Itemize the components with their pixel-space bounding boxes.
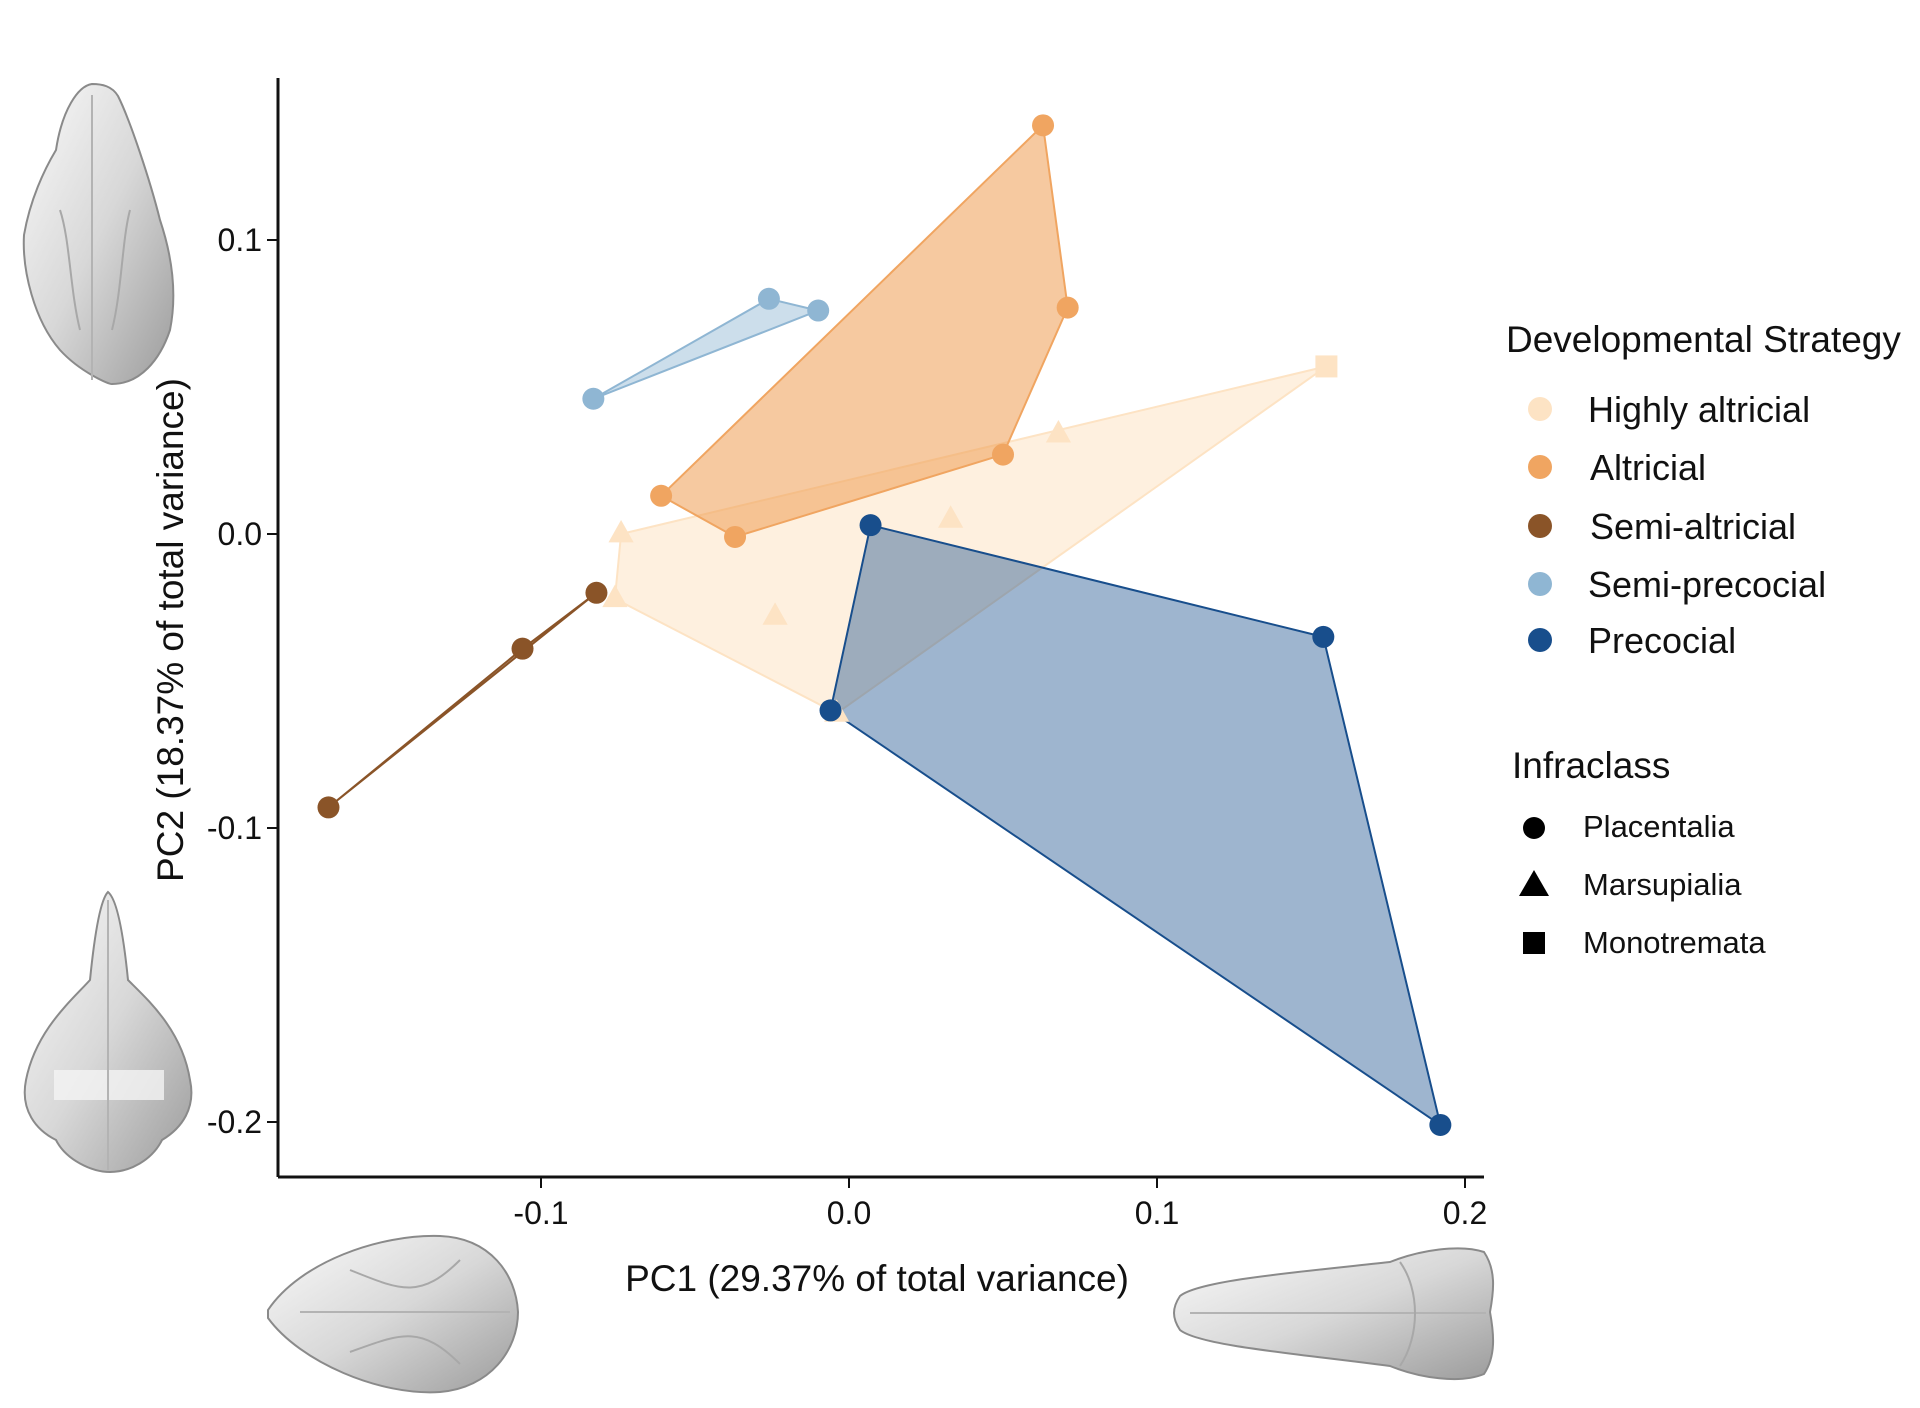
skull-image-bottom-right bbox=[1173, 1247, 1495, 1380]
point-precocial-4 bbox=[819, 699, 842, 722]
legend-symbol-square bbox=[1523, 932, 1545, 954]
hull-precocial bbox=[829, 524, 1442, 1126]
point-semi-precocial-3 bbox=[582, 387, 605, 410]
point-semi-altricial-3 bbox=[317, 796, 340, 819]
legend-label-precocial: Precocial bbox=[1588, 620, 1736, 661]
x-tick-label: 0.0 bbox=[827, 1195, 871, 1231]
legend-label-monotremata: Monotremata bbox=[1583, 925, 1766, 960]
legend-label-placentalia: Placentalia bbox=[1583, 809, 1735, 844]
skull-image-bottom-left bbox=[23, 890, 193, 1174]
point-highly-altricial-2 bbox=[1045, 420, 1072, 443]
hull-semi-precocial bbox=[592, 297, 820, 400]
axis-ticks: -0.1 0.0 0.1 0.2 0.1 0.0 -0.1 -0.2 bbox=[207, 222, 1487, 1231]
x-tick-label: -0.1 bbox=[513, 1195, 568, 1231]
legend-label-altricial: Altricial bbox=[1590, 447, 1706, 488]
point-highly-altricial-4 bbox=[608, 520, 634, 543]
point-semi-altricial-2 bbox=[511, 637, 534, 660]
convex-hulls bbox=[327, 124, 1442, 1126]
y-axis-title: PC2 (18.37% of total variance) bbox=[150, 378, 191, 882]
x-axis-title: PC1 (29.37% of total variance) bbox=[625, 1258, 1129, 1299]
point-altricial-1 bbox=[1032, 114, 1055, 137]
legend-title-color: Developmental Strategy bbox=[1506, 319, 1901, 360]
point-highly-altricial-6 bbox=[762, 602, 788, 625]
legend-title-shape: Infraclass bbox=[1512, 745, 1670, 786]
y-tick-label: -0.1 bbox=[207, 810, 262, 846]
point-semi-precocial-2 bbox=[807, 299, 830, 322]
point-altricial-3 bbox=[992, 443, 1014, 466]
point-altricial-2 bbox=[1056, 296, 1079, 319]
legend-swatch-highly-altricial bbox=[1528, 397, 1552, 421]
hull-altricial bbox=[660, 124, 1069, 538]
legend-symbol-circle bbox=[1523, 817, 1545, 839]
legend-swatch-precocial bbox=[1528, 628, 1552, 652]
point-precocial-3 bbox=[1429, 1113, 1452, 1136]
point-highly-altricial-3 bbox=[938, 505, 964, 528]
point-highly-altricial-5 bbox=[602, 584, 628, 608]
legend-infraclass: Infraclass Placentalia Marsupialia Monot… bbox=[1512, 745, 1766, 960]
y-tick-label: 0.0 bbox=[218, 516, 262, 552]
x-tick-label: 0.2 bbox=[1443, 1195, 1487, 1231]
axes bbox=[276, 78, 1484, 1179]
point-precocial-1 bbox=[859, 514, 882, 537]
data-points bbox=[317, 114, 1452, 1136]
legend-swatch-semi-altricial bbox=[1528, 514, 1552, 538]
point-highly-altricial-1 bbox=[1315, 355, 1338, 378]
legend-label-semi-altricial: Semi-altricial bbox=[1590, 506, 1796, 547]
legend-label-highly-altricial: Highly altricial bbox=[1588, 389, 1810, 430]
legend-label-semi-precocial: Semi-precocial bbox=[1588, 564, 1826, 605]
skull-image-bottom-center bbox=[267, 1234, 520, 1394]
legend-swatch-altricial bbox=[1528, 455, 1552, 479]
point-altricial-4 bbox=[724, 525, 747, 548]
point-semi-precocial-1 bbox=[757, 287, 780, 310]
point-precocial-2 bbox=[1312, 625, 1335, 648]
y-tick-label: -0.2 bbox=[207, 1104, 262, 1140]
point-altricial-5 bbox=[650, 484, 673, 507]
x-tick-label: 0.1 bbox=[1135, 1195, 1179, 1231]
legend-swatch-semi-precocial bbox=[1528, 572, 1552, 596]
hull-semi-altricial bbox=[327, 591, 598, 809]
y-tick-label: 0.1 bbox=[218, 222, 262, 258]
skull-image-top-left bbox=[22, 82, 175, 385]
point-semi-altricial-1 bbox=[585, 581, 608, 604]
legend-symbol-triangle bbox=[1519, 870, 1549, 896]
legend-label-marsupialia: Marsupialia bbox=[1583, 867, 1742, 902]
legend-developmental-strategy: Developmental Strategy Highly altricial … bbox=[1506, 319, 1901, 661]
